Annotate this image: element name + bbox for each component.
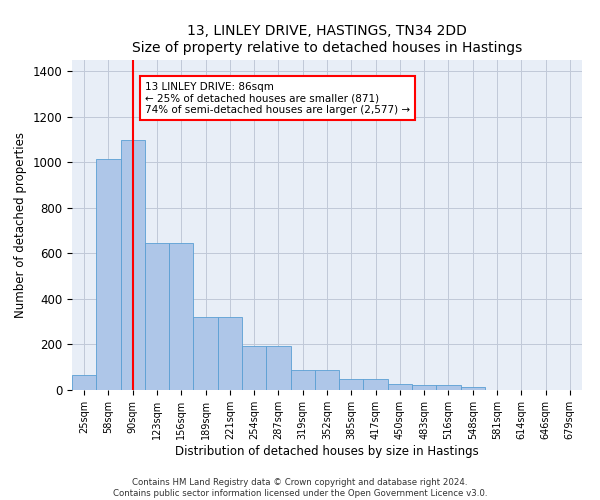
Bar (388, 384, 412, 390)
Bar (145, 243, 169, 390)
Bar (266, 346, 290, 390)
Bar (436, 385, 461, 390)
Bar (121, 140, 145, 390)
Bar (193, 317, 218, 390)
Bar (364, 379, 388, 390)
Y-axis label: Number of detached properties: Number of detached properties (14, 132, 27, 318)
Text: Contains HM Land Registry data © Crown copyright and database right 2024.
Contai: Contains HM Land Registry data © Crown c… (113, 478, 487, 498)
Bar (242, 346, 266, 390)
Bar (218, 317, 242, 390)
Bar (315, 370, 339, 390)
Bar (461, 386, 485, 390)
Bar (169, 243, 193, 390)
Bar (412, 385, 436, 390)
Bar (339, 379, 364, 390)
Text: 13 LINLEY DRIVE: 86sqm
← 25% of detached houses are smaller (871)
74% of semi-de: 13 LINLEY DRIVE: 86sqm ← 25% of detached… (145, 82, 410, 115)
Title: 13, LINLEY DRIVE, HASTINGS, TN34 2DD
Size of property relative to detached house: 13, LINLEY DRIVE, HASTINGS, TN34 2DD Siz… (132, 24, 522, 54)
Bar (72, 375, 96, 390)
Bar (96, 159, 121, 390)
Bar (290, 370, 315, 390)
X-axis label: Distribution of detached houses by size in Hastings: Distribution of detached houses by size … (175, 444, 479, 458)
